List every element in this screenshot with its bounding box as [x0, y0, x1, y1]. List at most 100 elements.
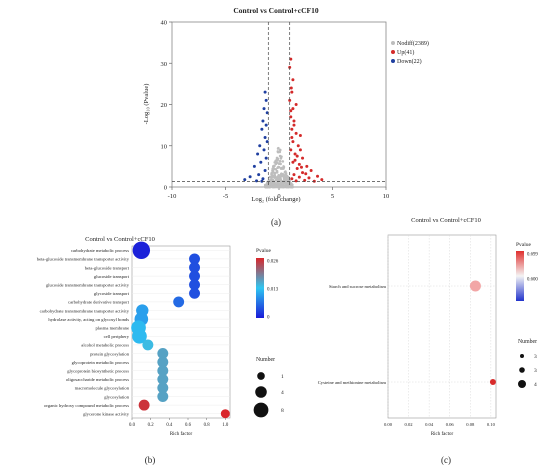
chart-c-size-title: Number — [518, 339, 537, 345]
chart-c-size-marker — [519, 367, 525, 373]
chart-b-colorbar-label: 0.026 — [267, 260, 279, 265]
chart-b-category-label: macromolecule glycosylation — [75, 386, 130, 391]
chart-b-size-title: Number — [256, 357, 275, 363]
chart-b-category-label: carbohydrate transmembrane transporter a… — [40, 308, 130, 313]
chart-a-up-point — [292, 123, 296, 127]
chart-b-bubble — [220, 409, 230, 419]
chart-b-size-label: 1 — [281, 374, 284, 380]
chart-a-nodiff-point — [276, 150, 280, 154]
chart-b-category-label: cell periphery — [104, 334, 130, 339]
chart-b-colorbar — [256, 258, 264, 318]
chart-a-down-point — [256, 152, 260, 156]
chart-a-down-point — [261, 119, 265, 123]
chart-a-nodiff-point — [289, 185, 292, 188]
chart-a-up-point — [294, 103, 298, 106]
chart-c-bubble — [489, 379, 496, 385]
chart-c-size-label: 3 — [534, 368, 537, 374]
chart-a-up-point — [304, 172, 308, 176]
chart-a-down-point — [259, 160, 263, 164]
chart-a-nodiff-point — [273, 175, 277, 178]
chart-b-category-label: glycoside transport — [94, 291, 130, 296]
chart-c-xtick-label: 0.00 — [384, 422, 393, 427]
chart-a-up-point — [291, 160, 295, 164]
chart-a-up-point — [307, 176, 311, 180]
chart-b-xtick-label: 0.0 — [129, 423, 136, 428]
chart-a-nodiff-point — [273, 171, 277, 175]
chart-a-nodiff-point — [285, 185, 289, 189]
chart-a-down-point — [252, 164, 256, 168]
chart-a-xtick-label: 0 — [277, 193, 280, 200]
chart-a-nodiff-point — [285, 182, 288, 186]
chart-a-legend-marker — [391, 41, 395, 45]
chart-b-bubble — [189, 262, 200, 273]
chart-b-category-label: glycoprotein metabolic process — [72, 360, 130, 365]
chart-a-up-point — [294, 131, 298, 135]
chart-a-ytick-label: 10 — [161, 143, 168, 150]
chart-a-ytick-label: 40 — [161, 20, 168, 27]
chart-c-xtick-label: 0.04 — [425, 422, 434, 427]
chart-a-nodiff-point — [264, 185, 268, 189]
chart-a-nodiff-point — [271, 167, 275, 171]
chart-b-category-label: glycosylation — [104, 394, 129, 399]
chart-c-colorbar-title: Pvalue — [516, 242, 532, 248]
chart-a-nodiff-point — [279, 162, 282, 166]
chart-a-up-point — [291, 140, 295, 144]
chart-a-nodiff-point — [270, 184, 273, 188]
chart-c-xtick-label: 0.10 — [487, 422, 496, 427]
chart-b-category-label: protein glycosylation — [90, 351, 130, 356]
chart-a-up-point — [303, 178, 307, 182]
chart-b-category-label: glucoside transmembrane transporter acti… — [46, 283, 130, 288]
chart-b-plot-area — [131, 245, 231, 419]
chart-b-bubble — [189, 279, 200, 291]
chart-a-nodiff-point — [275, 169, 279, 173]
chart-c-colorbar-label: 0.600 — [527, 278, 538, 283]
chart-a-nodiff-point — [266, 185, 270, 188]
chart-a-nodiff-point — [279, 157, 283, 160]
chart-a-nodiff-point — [281, 185, 284, 188]
chart-a-title: Control vs Control+cCF10 — [233, 6, 318, 15]
chart-a-up-point — [298, 133, 302, 137]
chart-a-nodiff-point — [282, 174, 286, 177]
chart-a-ytick-label: 20 — [161, 102, 168, 109]
chart-a-legend-label: Nodiff(2389) — [397, 40, 429, 47]
chart-b-bubble — [173, 296, 185, 308]
chart-a-xtick-label: 5 — [331, 193, 334, 200]
chart-a-nodiff-point — [278, 177, 282, 181]
chart-a-down-point — [261, 177, 265, 181]
chart-a-up-point — [293, 158, 297, 162]
chart-a-nodiff-point — [283, 177, 287, 180]
chart-b-bubble — [142, 339, 154, 351]
chart-a-down-point — [262, 148, 266, 152]
chart-a-up-point — [298, 148, 302, 152]
chart-c-size-marker — [518, 380, 526, 388]
chart-a-nodiff-point — [279, 174, 283, 178]
chart-b-category-label: oligosaccharide metabolic process — [66, 377, 129, 382]
chart-c-plot-area — [387, 234, 497, 419]
chart-a-up-point — [290, 136, 294, 139]
chart-a-down-point — [263, 136, 267, 139]
chart-a-caption: (a) — [271, 217, 281, 227]
chart-a-down-point — [258, 144, 262, 148]
chart-a-nodiff-point — [275, 156, 279, 160]
chart-a-legend-marker — [391, 59, 395, 63]
chart-a-nodiff-point — [278, 159, 282, 163]
chart-c-colorbar — [516, 251, 524, 301]
chart-a-nodiff-point — [271, 178, 275, 182]
chart-c-category-label: Starch and sucrose metabolism — [329, 284, 386, 289]
chart-b-bubble — [157, 373, 169, 385]
chart-a-up-point — [305, 164, 309, 168]
chart-b-category-label: glucoside transport — [94, 274, 130, 279]
chart-a-xlabel: Log₂ (fold change) — [251, 196, 300, 203]
chart-a-nodiff-point — [270, 175, 273, 179]
chart-a-up-point — [320, 178, 324, 182]
chart-b-bubble — [157, 382, 169, 394]
chart-a-xtick-label: 10 — [383, 193, 390, 200]
chart-a-up-point — [301, 156, 305, 160]
chart-c-bubble — [469, 280, 481, 292]
chart-a-down-point — [257, 173, 261, 177]
chart-b-category-label: beta-glucoside transmembrane transporter… — [37, 257, 130, 262]
chart-b-bubble — [189, 253, 200, 265]
chart-a-ytick-label: 0 — [164, 185, 167, 192]
chart-a-xtick-label: -5 — [223, 193, 228, 200]
chart-c-title: Control vs Control+cCF10 — [411, 217, 481, 224]
